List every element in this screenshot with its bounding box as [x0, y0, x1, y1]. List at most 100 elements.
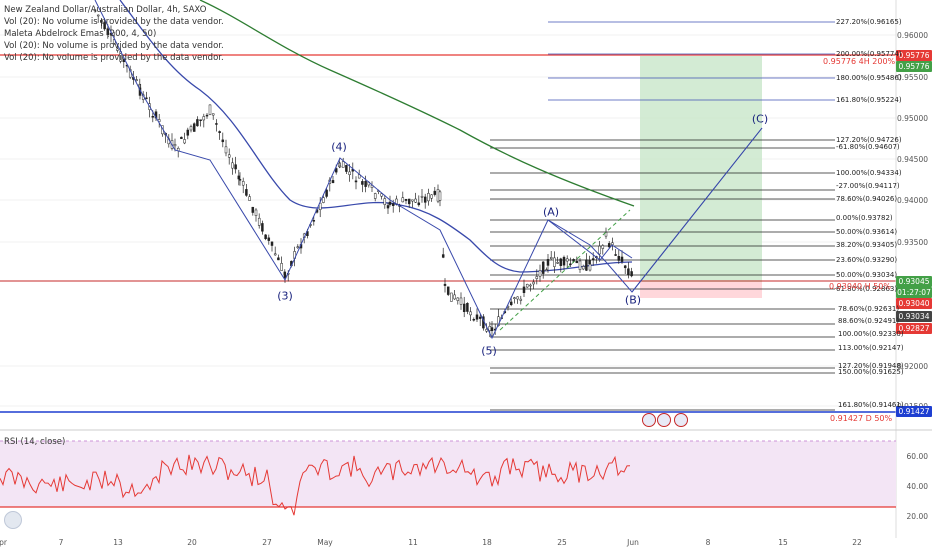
candle-body [192, 123, 196, 132]
candle-body [630, 271, 633, 277]
candle-body [456, 297, 460, 301]
price-label: 0.95500 [896, 73, 928, 82]
candle-body [553, 257, 556, 267]
candle-body [257, 217, 261, 226]
candle-body [450, 292, 453, 302]
price-tag-tp-green: 0.95776 [896, 61, 932, 72]
candle-body [386, 205, 390, 209]
legend-ema[interactable]: Maleta Abdelrock Emas (200, 4, 50) [4, 29, 157, 39]
candle-body [391, 203, 395, 206]
candle-body [575, 261, 579, 264]
candle-body [251, 206, 255, 213]
projection-to-c [631, 127, 763, 293]
candle-body [430, 194, 433, 199]
fib-label: 61.80%(0.92863) [836, 285, 898, 293]
candle-body [462, 303, 466, 312]
fib-label: 38.20%(0.93405) [836, 241, 898, 249]
candle-body [331, 180, 335, 184]
rsi-axis-label: 60.00 [906, 452, 928, 461]
price-label: 0.96000 [896, 31, 928, 40]
candle-body [549, 257, 553, 260]
date-label: 22 [852, 538, 862, 547]
price-tag-countdown: 01:27:07 [896, 287, 932, 298]
candle-body [607, 243, 611, 248]
fib-label: 113.00%(0.92147) [838, 344, 904, 352]
date-label: 27 [262, 538, 272, 547]
wave-label-5: (5) [481, 344, 497, 358]
event-flag-icon[interactable] [674, 413, 688, 427]
candle-body [488, 326, 492, 331]
event-flag-icon[interactable] [657, 413, 671, 427]
candle-body [546, 259, 550, 266]
candle-body [231, 162, 234, 169]
price-tag-bid: 0.93034 [896, 311, 932, 322]
candle-body [535, 276, 539, 279]
legend-symbol[interactable]: New Zealand Dollar/Australian Dollar, 4h… [4, 5, 207, 15]
candle-body [513, 297, 516, 299]
legend-volume-3: Vol (20): No volume is provided by the d… [4, 53, 224, 63]
grid [0, 34, 896, 407]
price-tag-daily: 0.91427 [896, 406, 932, 417]
chart-settings-icon[interactable] [4, 511, 22, 529]
candle-body [581, 266, 585, 270]
date-label: May [317, 538, 333, 547]
fib-label: 200.00%(0.95774) [836, 50, 902, 58]
rsi-legend[interactable]: RSI (14, close) [4, 437, 66, 447]
fib-label: 50.00%(0.93034) [836, 271, 898, 279]
candle-body [572, 259, 575, 262]
candle-body [202, 116, 206, 121]
candle-body [472, 318, 476, 321]
candle-body [218, 131, 221, 133]
candle-body [270, 241, 274, 246]
price-tag-last: 0.93045 [896, 276, 932, 287]
wave-label-c: (C) [751, 112, 769, 126]
wave-label-b: (B) [624, 293, 642, 307]
candle-body [598, 245, 601, 255]
candle-body [383, 198, 387, 205]
candle-body [436, 189, 440, 202]
candle-body [414, 198, 417, 203]
candles [93, 8, 633, 338]
fib-label: 180.00%(0.95486) [836, 74, 902, 82]
candle-body [254, 209, 258, 216]
candle-body [604, 232, 608, 237]
fib-label: 23.60%(0.93290) [836, 256, 898, 264]
candle-body [532, 281, 535, 285]
candle-body [199, 119, 202, 121]
target-zone [640, 56, 762, 282]
candle-body [401, 197, 405, 203]
price-label: 0.95000 [896, 114, 928, 123]
candle-body [196, 119, 199, 127]
candle-body [280, 263, 283, 271]
candle-body [267, 237, 271, 241]
candle-body [588, 263, 592, 271]
price-tag-sl: 0.92827 [896, 323, 932, 334]
candle-body [151, 116, 155, 118]
candle-body [261, 223, 264, 232]
candle-body [556, 262, 559, 264]
candle-body [427, 193, 430, 202]
candle-body [569, 263, 572, 266]
candle-body [186, 129, 190, 136]
candle-body [180, 136, 183, 139]
candle-body [283, 274, 287, 279]
candle-body [373, 193, 377, 199]
candle-body [627, 268, 630, 276]
candle-body [325, 189, 328, 197]
price-tag-entry: 0.93040 [896, 298, 932, 309]
fib-label: -61.80%(0.94607) [836, 143, 900, 151]
candle-body [516, 296, 519, 300]
fib-label: 78.60%(0.94026) [836, 195, 898, 203]
candle-body [485, 329, 488, 332]
date-label: Jun [627, 538, 639, 547]
candle-body [338, 165, 342, 168]
fib-label: 100.00%(0.94334) [836, 169, 902, 177]
date-label: 15 [778, 538, 788, 547]
candle-body [238, 179, 242, 181]
candle-body [135, 79, 138, 81]
event-flag-icon[interactable] [642, 413, 656, 427]
candle-body [565, 258, 569, 262]
candle-body [541, 261, 545, 274]
candle-body [519, 298, 523, 301]
